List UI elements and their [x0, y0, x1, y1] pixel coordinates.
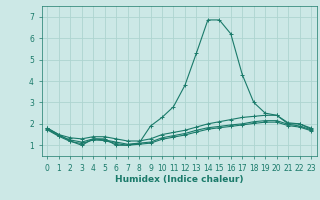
X-axis label: Humidex (Indice chaleur): Humidex (Indice chaleur): [115, 175, 244, 184]
